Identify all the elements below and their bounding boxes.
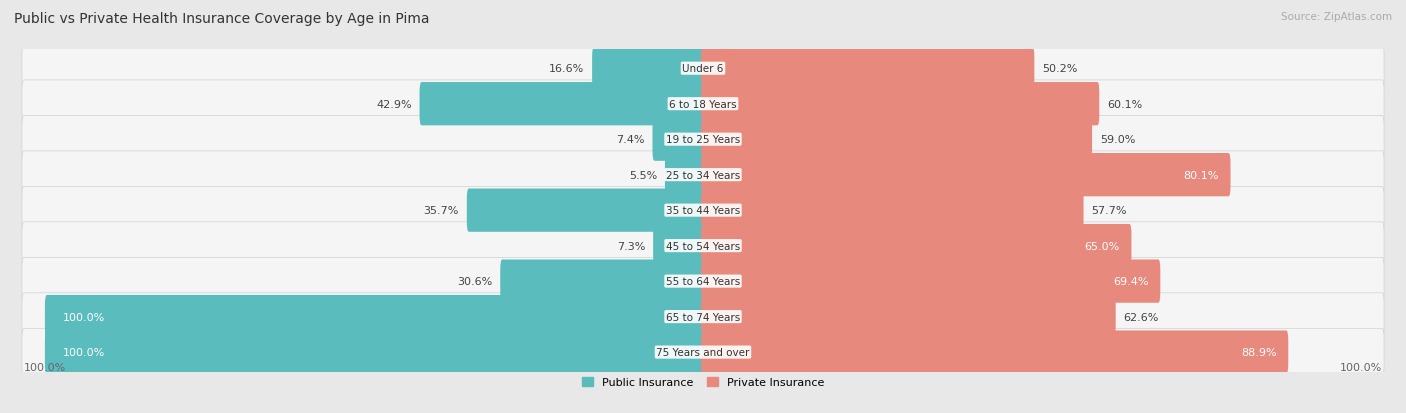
- Text: 45 to 54 Years: 45 to 54 Years: [666, 241, 740, 251]
- Text: 30.6%: 30.6%: [457, 276, 492, 287]
- Text: 100.0%: 100.0%: [1340, 362, 1382, 372]
- Text: 42.9%: 42.9%: [375, 100, 412, 109]
- Text: 50.2%: 50.2%: [1042, 64, 1077, 74]
- Text: 60.1%: 60.1%: [1107, 100, 1143, 109]
- FancyBboxPatch shape: [22, 81, 1384, 128]
- Text: 57.7%: 57.7%: [1091, 206, 1128, 216]
- FancyBboxPatch shape: [22, 152, 1384, 199]
- Text: 62.6%: 62.6%: [1123, 312, 1159, 322]
- Text: 100.0%: 100.0%: [63, 312, 105, 322]
- Text: 55 to 64 Years: 55 to 64 Years: [666, 276, 740, 287]
- FancyBboxPatch shape: [45, 295, 704, 338]
- FancyBboxPatch shape: [702, 118, 1092, 161]
- FancyBboxPatch shape: [419, 83, 704, 126]
- Text: 35.7%: 35.7%: [423, 206, 458, 216]
- FancyBboxPatch shape: [702, 295, 1116, 338]
- Text: 7.4%: 7.4%: [616, 135, 644, 145]
- FancyBboxPatch shape: [501, 260, 704, 303]
- FancyBboxPatch shape: [702, 331, 1288, 374]
- Text: 80.1%: 80.1%: [1184, 170, 1219, 180]
- Text: 69.4%: 69.4%: [1114, 276, 1149, 287]
- Text: 65.0%: 65.0%: [1084, 241, 1119, 251]
- Text: 88.9%: 88.9%: [1241, 347, 1277, 357]
- Text: Source: ZipAtlas.com: Source: ZipAtlas.com: [1281, 12, 1392, 22]
- Text: 7.3%: 7.3%: [617, 241, 645, 251]
- FancyBboxPatch shape: [592, 47, 704, 90]
- Text: 65 to 74 Years: 65 to 74 Years: [666, 312, 740, 322]
- Text: 59.0%: 59.0%: [1099, 135, 1135, 145]
- FancyBboxPatch shape: [702, 260, 1160, 303]
- Legend: Public Insurance, Private Insurance: Public Insurance, Private Insurance: [578, 373, 828, 392]
- FancyBboxPatch shape: [22, 187, 1384, 234]
- Text: 16.6%: 16.6%: [548, 64, 585, 74]
- FancyBboxPatch shape: [652, 118, 704, 161]
- Text: 25 to 34 Years: 25 to 34 Years: [666, 170, 740, 180]
- Text: Under 6: Under 6: [682, 64, 724, 74]
- FancyBboxPatch shape: [702, 189, 1084, 232]
- FancyBboxPatch shape: [22, 328, 1384, 376]
- FancyBboxPatch shape: [22, 222, 1384, 270]
- FancyBboxPatch shape: [665, 154, 704, 197]
- FancyBboxPatch shape: [654, 224, 704, 268]
- FancyBboxPatch shape: [22, 258, 1384, 305]
- Text: 5.5%: 5.5%: [628, 170, 657, 180]
- FancyBboxPatch shape: [702, 224, 1132, 268]
- FancyBboxPatch shape: [702, 83, 1099, 126]
- Text: 35 to 44 Years: 35 to 44 Years: [666, 206, 740, 216]
- FancyBboxPatch shape: [702, 154, 1230, 197]
- Text: 100.0%: 100.0%: [63, 347, 105, 357]
- FancyBboxPatch shape: [22, 116, 1384, 164]
- Text: Public vs Private Health Insurance Coverage by Age in Pima: Public vs Private Health Insurance Cover…: [14, 12, 430, 26]
- Text: 6 to 18 Years: 6 to 18 Years: [669, 100, 737, 109]
- FancyBboxPatch shape: [22, 45, 1384, 93]
- FancyBboxPatch shape: [702, 47, 1035, 90]
- Text: 19 to 25 Years: 19 to 25 Years: [666, 135, 740, 145]
- FancyBboxPatch shape: [45, 331, 704, 374]
- Text: 100.0%: 100.0%: [24, 362, 66, 372]
- FancyBboxPatch shape: [467, 189, 704, 232]
- Text: 75 Years and over: 75 Years and over: [657, 347, 749, 357]
- FancyBboxPatch shape: [22, 293, 1384, 341]
